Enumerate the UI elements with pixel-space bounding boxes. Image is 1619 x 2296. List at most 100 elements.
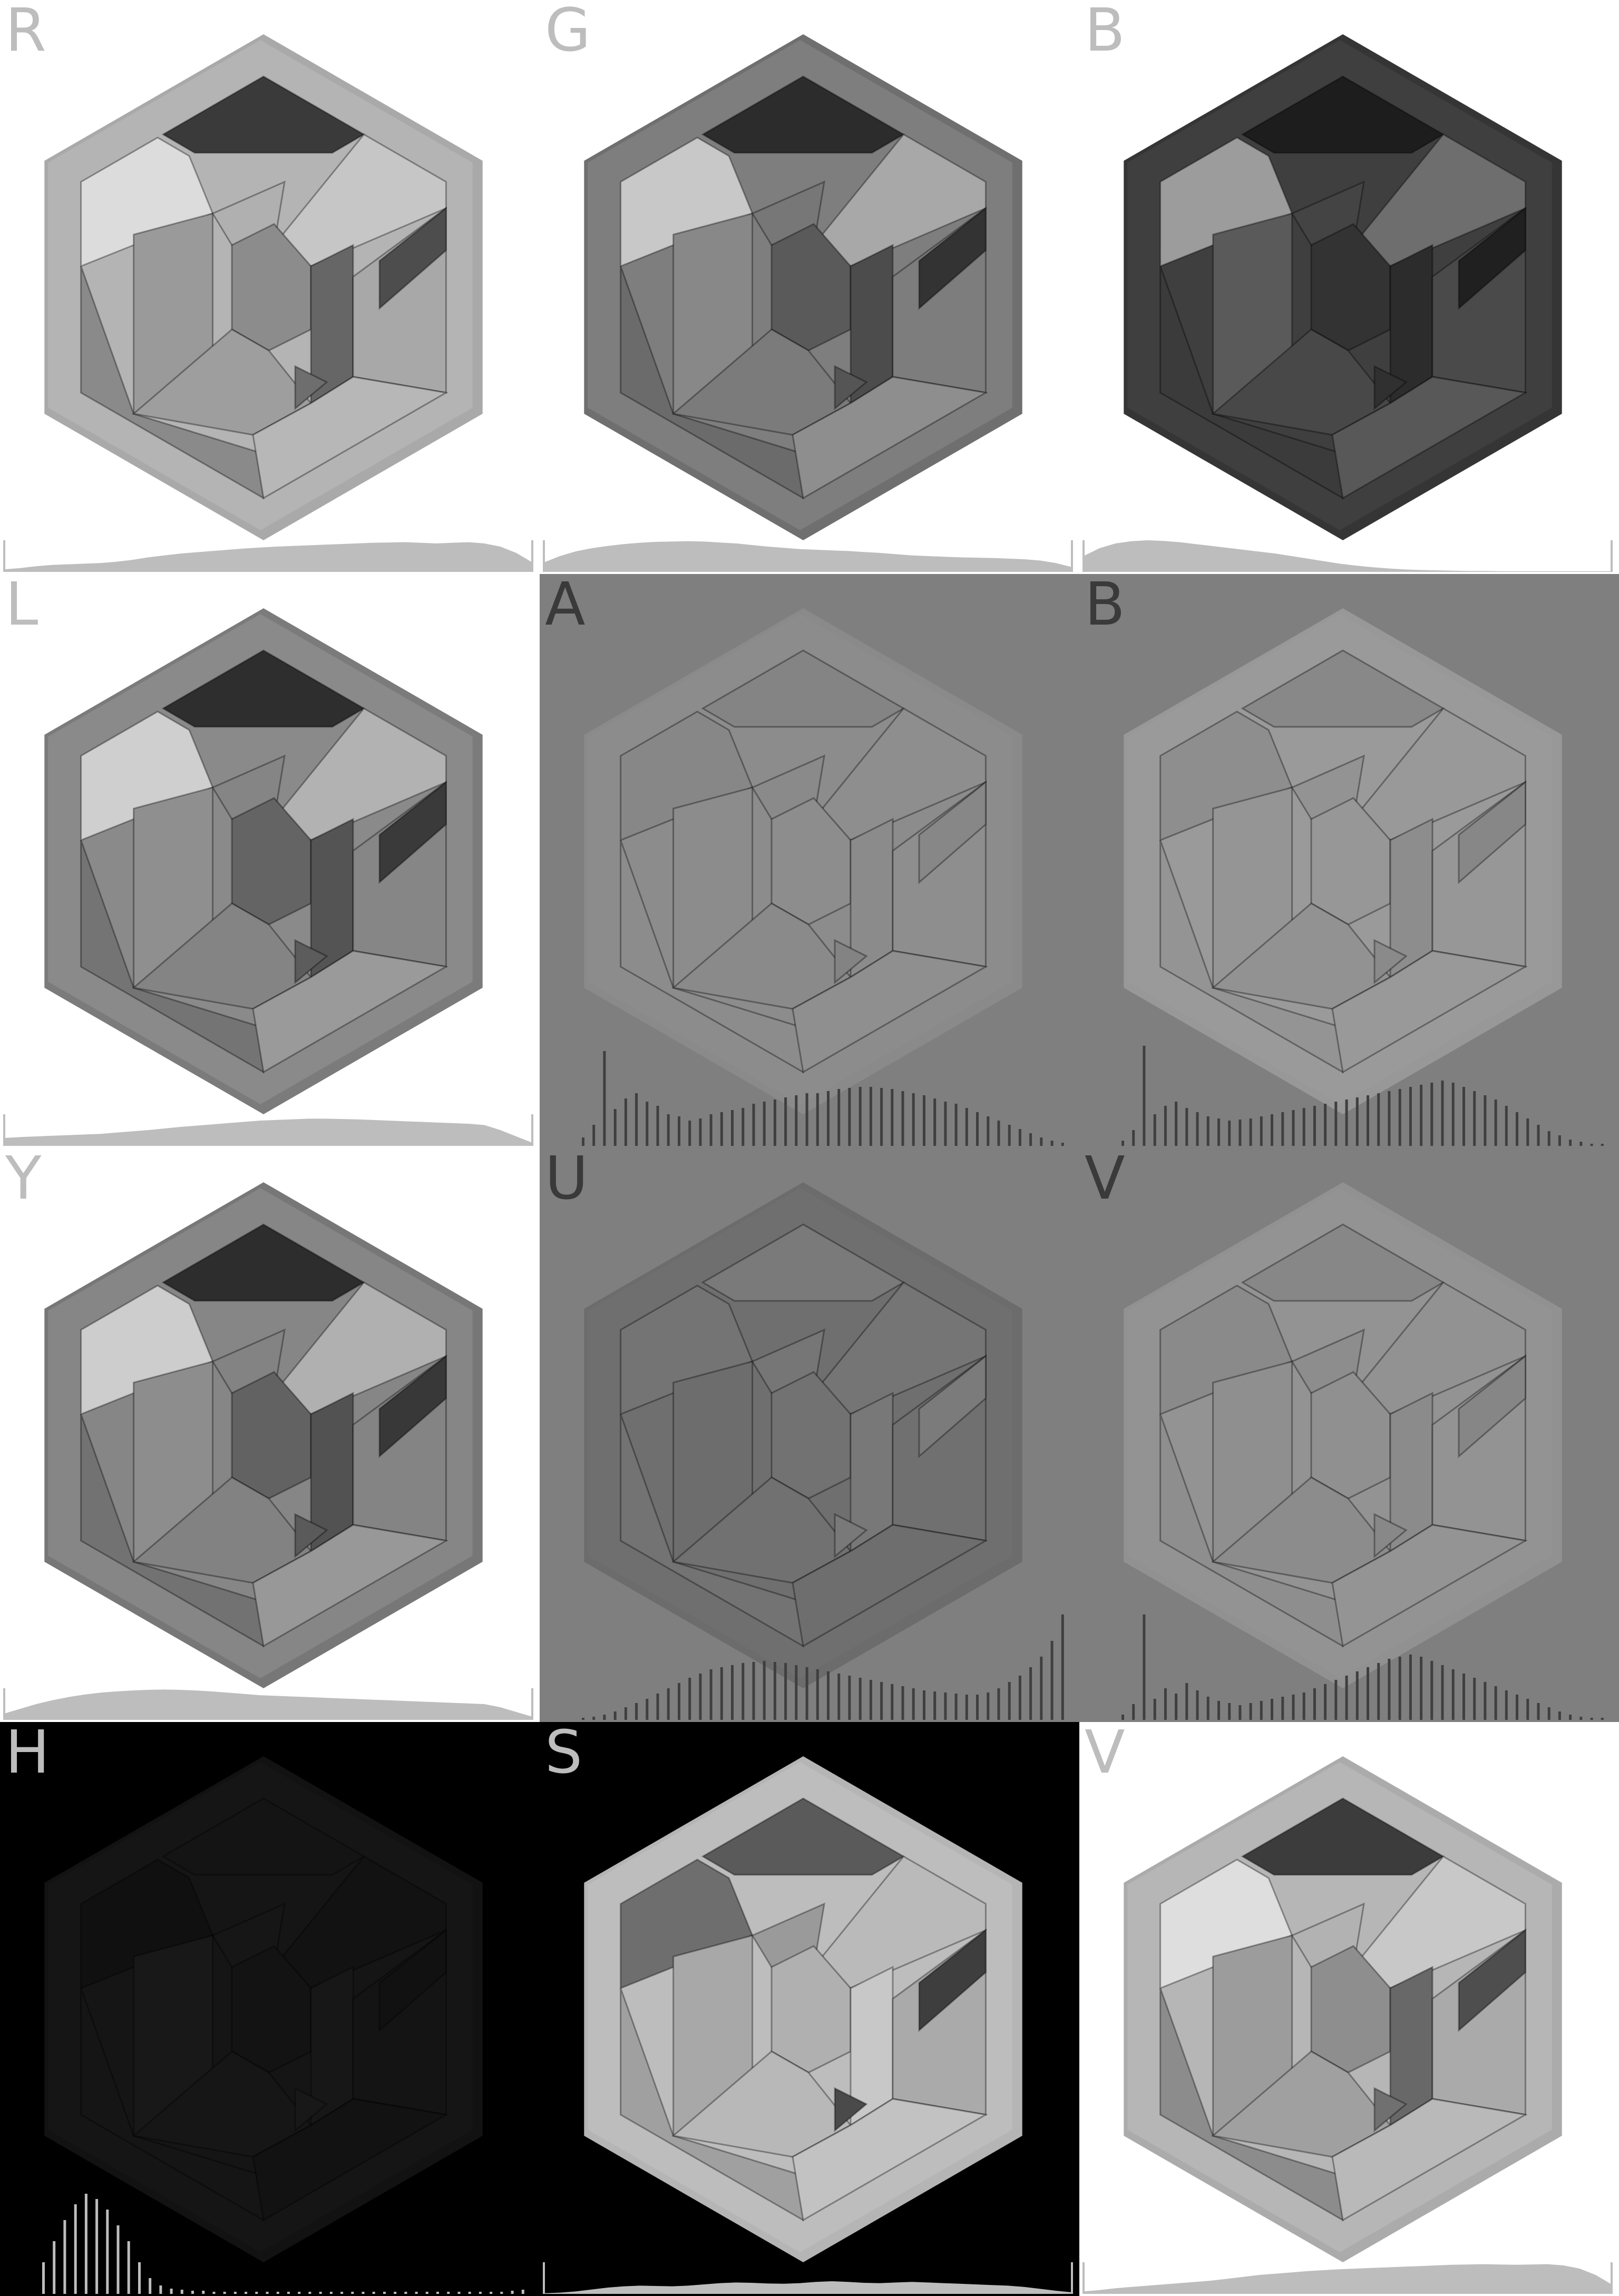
histogram-bar [1249, 1118, 1252, 1146]
histogram-bar [1228, 1121, 1231, 1146]
puzzle-piece [132, 2050, 313, 2158]
histogram-bar [1228, 1703, 1231, 1720]
puzzle-piece [792, 376, 988, 500]
channel-panel-l: L [0, 574, 540, 1148]
histogram-bar [582, 1718, 584, 1720]
histogram-bar [901, 1091, 904, 1146]
histogram-bar [116, 2225, 120, 2294]
puzzle-piece [792, 1524, 988, 1648]
histogram-bar [603, 1051, 606, 1146]
puzzle-piece [1241, 1797, 1445, 1876]
puzzle-pieces [80, 75, 448, 500]
histogram [543, 540, 1073, 572]
histogram-bar [944, 1102, 947, 1146]
puzzle-piece [834, 2087, 868, 2133]
histogram-bar [1462, 1087, 1465, 1146]
channel-panel-s: S [540, 1722, 1079, 2296]
histogram-bar [763, 1661, 766, 1720]
histogram-bar [138, 2262, 141, 2294]
histogram-bar [1175, 1694, 1178, 1720]
puzzle-image [3, 34, 533, 572]
histogram-bar [1313, 1106, 1316, 1146]
puzzle-image [3, 608, 533, 1146]
channel-label: V [1085, 1722, 1125, 1787]
puzzle-pieces [620, 75, 988, 500]
puzzle-piece [1211, 902, 1392, 1010]
histogram-bar [1367, 1095, 1369, 1146]
histogram-bar [1249, 1703, 1252, 1720]
histogram-bar [954, 1694, 958, 1720]
puzzle-piece [1458, 1354, 1526, 1458]
histogram-bar [1061, 1614, 1064, 1720]
histogram-bar [53, 2241, 56, 2294]
histogram-bar [859, 1087, 862, 1146]
histogram-area [544, 2281, 1072, 2294]
histogram-bar [1061, 1143, 1064, 1146]
puzzle-piece [1211, 1476, 1392, 1584]
histogram [582, 1614, 1064, 1720]
histogram-bar [976, 1112, 979, 1146]
histogram-bar [688, 1121, 691, 1146]
histogram-bar [624, 1098, 627, 1146]
puzzle-piece [294, 939, 328, 985]
puzzle-pieces [1159, 1223, 1528, 1648]
puzzle-piece [1159, 137, 1293, 268]
histogram-bar [95, 2199, 99, 2294]
histogram-bar [298, 2292, 301, 2294]
histogram-bar [266, 2292, 269, 2294]
puzzle-piece [1373, 939, 1408, 985]
histogram-bar [1050, 1141, 1054, 1146]
histogram-bar [372, 2292, 375, 2294]
puzzle-pieces [80, 649, 448, 1074]
puzzle-pieces [1159, 649, 1528, 1074]
puzzle-piece [671, 328, 852, 436]
histogram-bar [752, 1104, 755, 1146]
histogram-bar [106, 2210, 109, 2294]
puzzle-piece [252, 2098, 448, 2222]
puzzle-piece [272, 1281, 447, 1415]
puzzle-piece [1331, 950, 1528, 1074]
histogram-bar [912, 1093, 915, 1146]
puzzle-piece [378, 1354, 447, 1458]
puzzle-piece [1458, 1928, 1526, 2032]
channel-panel-y: Y [0, 1148, 540, 1722]
puzzle-image [543, 1756, 1073, 2294]
channel-label: Y [5, 1148, 42, 1213]
puzzle-piece [378, 1928, 447, 2032]
histogram-bar [1153, 1699, 1156, 1720]
puzzle-piece [1352, 133, 1526, 267]
histogram-bar [1441, 1665, 1444, 1720]
histogram-bar [1409, 1655, 1412, 1720]
histogram-bar [742, 1108, 745, 1146]
histogram-bar [1217, 1118, 1220, 1146]
histogram-bar [329, 2292, 333, 2294]
puzzle-piece [834, 939, 868, 985]
histogram-bar [479, 2292, 482, 2294]
histogram-bar [1430, 1661, 1433, 1720]
puzzle-piece [1241, 1223, 1445, 1302]
histogram-bar [901, 1686, 904, 1720]
puzzle-piece [80, 711, 214, 842]
histogram-bar [1388, 1091, 1391, 1146]
channel-label: H [5, 1722, 50, 1787]
histogram [3, 540, 533, 572]
histogram-bar [1398, 1657, 1401, 1720]
channel-panel-b1: B [1079, 0, 1619, 574]
puzzle-piece [161, 649, 366, 728]
histogram-bar [1601, 1718, 1604, 1720]
puzzle-piece [701, 649, 905, 728]
histogram-bar [805, 1093, 808, 1146]
histogram-bar [1164, 1688, 1167, 1720]
histogram-bar [933, 1691, 937, 1720]
histogram-bar [667, 1688, 670, 1720]
histogram-bar [795, 1665, 798, 1720]
histogram-bar [869, 1087, 872, 1146]
puzzle-piece [1159, 1859, 1293, 1990]
puzzle-piece [1458, 206, 1526, 310]
histogram-bar [1132, 1704, 1135, 1720]
puzzle-piece [272, 1855, 447, 1989]
histogram-bar [212, 2292, 216, 2294]
histogram-bar [1121, 1715, 1124, 1720]
histogram-bar [816, 1669, 819, 1720]
histogram-bar [1451, 1083, 1455, 1146]
